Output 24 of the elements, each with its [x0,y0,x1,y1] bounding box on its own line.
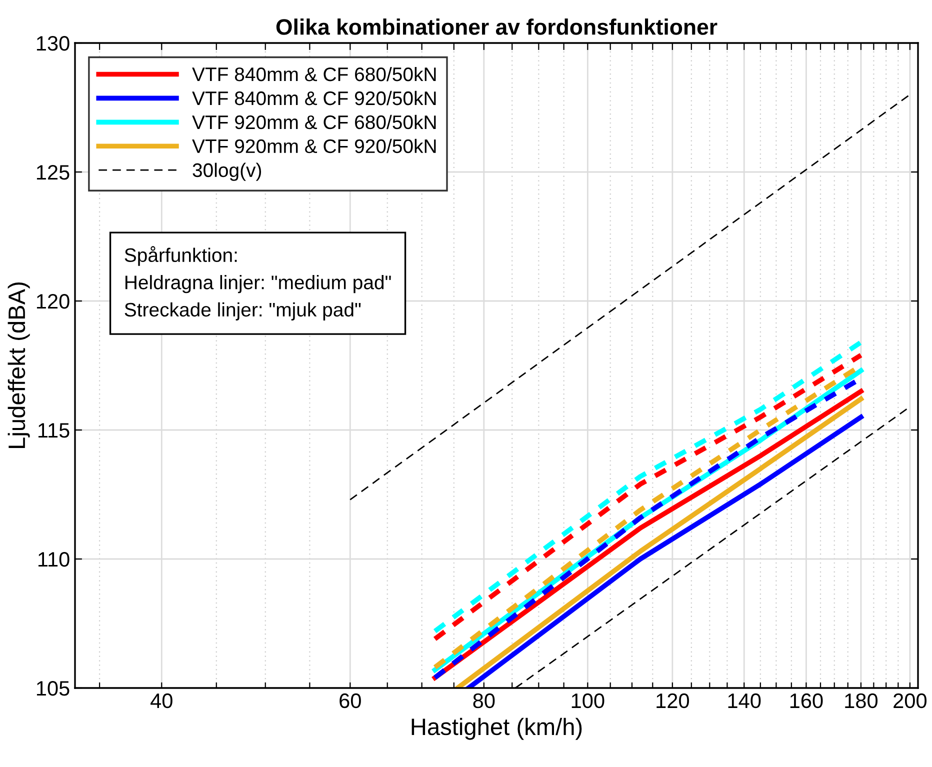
x-tick-label: 180 [845,693,878,708]
annotation: Spårfunktion: Heldragna linjer: "medium pad" Streckade linjer: "mjuk pad" [124,246,391,320]
chart-title: Olika kombinationer av fordonsfunktioner [276,18,718,35]
y-tick-label: 120 [36,294,70,309]
x-axis-title: Hastighet (km/h) [412,718,582,740]
x-tick-label: 200 [894,693,926,708]
legend-label: VTF 840mm & CF 920/50kN [192,90,436,106]
x-tick-label: 80 [473,693,495,708]
legend-label: VTF 920mm & CF 920/50kN [192,138,436,154]
y-tick-label: 105 [36,681,70,696]
y-axis-title: Ljudeffekt (dBA) [8,282,30,448]
y-tick-label: 115 [38,423,70,438]
x-tick-label: 100 [572,693,604,708]
y-tick-label: 130 [36,36,70,51]
x-tick-label: 60 [340,693,361,708]
legend-label: VTF 840mm & CF 680/50kN [192,66,436,82]
legend-label: VTF 920mm & CF 680/50kN [192,114,436,130]
x-tick-label: 120 [656,693,689,708]
y-tick-label: 125 [36,165,70,180]
x-tick-label: 40 [150,693,172,708]
x-tick-label: 160 [790,693,823,708]
x-tick-label: 140 [728,693,761,708]
legend-label: 30log(v) [192,162,262,181]
y-tick-label: 110 [38,552,70,567]
